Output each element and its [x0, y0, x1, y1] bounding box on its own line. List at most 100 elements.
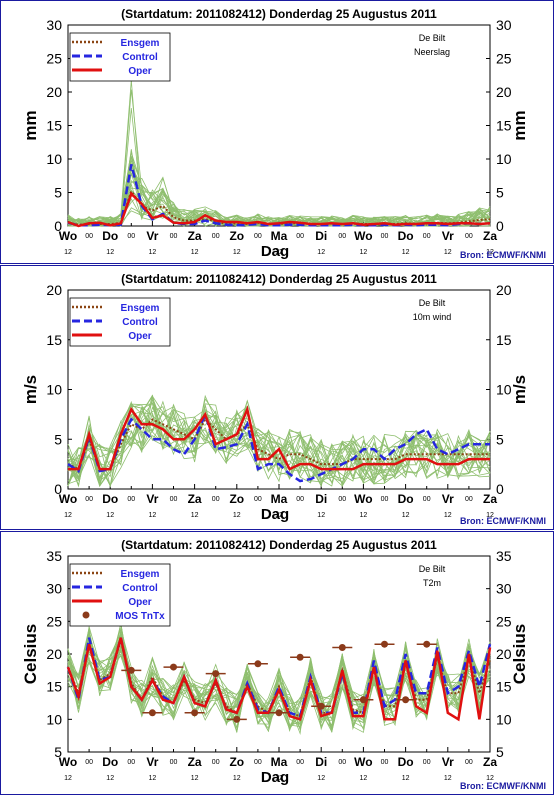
mos-tntx-point	[402, 696, 410, 704]
x-hour-label: 12	[360, 775, 368, 782]
x-hour-label: 00	[381, 759, 389, 766]
x-hour-label: 00	[296, 233, 304, 240]
x-hour-label: 12	[64, 512, 72, 519]
x-hour-label: 00	[465, 496, 473, 503]
mos-tntx-point	[127, 666, 135, 674]
x-day-label: Do	[102, 492, 118, 506]
x-hour-label: 00	[465, 759, 473, 766]
x-hour-label: 00	[254, 759, 262, 766]
mos-tntx-point	[381, 640, 388, 648]
x-hour-label: 00	[127, 759, 135, 766]
ensemble-member-line	[67, 418, 491, 487]
ensemble-members	[67, 623, 491, 735]
x-day-label: Ma	[271, 755, 288, 769]
mos-tntx-point	[275, 709, 283, 717]
mos-tntx-point	[233, 715, 241, 723]
x-day-label: Do	[398, 492, 414, 506]
x-day-label: Vr	[442, 229, 454, 243]
x-hour-label: 12	[317, 249, 325, 256]
x-day-label: Zo	[229, 229, 244, 243]
y-tick-label-left: 30	[46, 581, 62, 597]
y-tick-label-right: 10	[496, 711, 512, 727]
x-day-label: Wo	[59, 755, 77, 769]
legend-label: Ensgem	[121, 569, 160, 580]
x-hour-label: 00	[465, 233, 473, 240]
x-hour-label: 12	[360, 249, 368, 256]
y-tick-label-left: 10	[46, 151, 62, 167]
y-tick-label-right: 5	[496, 185, 504, 201]
x-hour-label: 00	[423, 496, 431, 503]
series-line-ensgem	[67, 417, 490, 471]
x-axis-label: Dag	[261, 769, 289, 786]
x-hour-label: 12	[444, 512, 452, 519]
x-hour-label: 00	[254, 233, 262, 240]
x-hour-label: 00	[170, 496, 178, 503]
y-tick-label-right: 5	[496, 744, 504, 760]
y-tick-label-left: 20	[46, 646, 62, 662]
x-hour-label: 12	[317, 512, 325, 519]
x-hour-label: 12	[191, 249, 199, 256]
mos-tntx-markers	[121, 640, 437, 723]
legend-label: Control	[122, 52, 158, 63]
ensemble-member-line	[67, 404, 491, 485]
legend-label: Ensgem	[121, 38, 160, 49]
x-day-label: Wo	[59, 492, 77, 506]
x-day-label: Za	[188, 229, 202, 243]
y-axis-label-left: Celsius	[21, 624, 40, 684]
y-tick-label-right: 15	[496, 118, 512, 134]
mos-tntx-point	[254, 660, 262, 668]
location-label: De Bilt	[419, 298, 446, 308]
mos-tntx-point	[212, 670, 220, 678]
x-hour-label: 12	[191, 512, 199, 519]
x-day-label: Wo	[354, 492, 372, 506]
location-label: De Bilt	[419, 564, 446, 574]
y-tick-label-right: 20	[496, 646, 512, 662]
series-line-control	[67, 410, 490, 483]
x-day-label: Za	[483, 492, 497, 506]
legend-label: Ensgem	[121, 303, 160, 314]
x-hour-label: 00	[381, 233, 389, 240]
x-hour-label: 12	[275, 249, 283, 256]
variable-label: Neerslag	[414, 47, 450, 57]
series-line-control	[67, 164, 491, 227]
ensemble-member-line	[67, 631, 491, 730]
y-tick-label-left: 35	[46, 548, 62, 564]
y-tick-label-right: 5	[496, 431, 504, 447]
x-day-label: Vr	[146, 755, 158, 769]
y-tick-label-right: 15	[496, 332, 512, 348]
ensemble-member-line	[67, 636, 491, 727]
y-tick-label-right: 0	[496, 481, 504, 497]
y-tick-label-right: 35	[496, 548, 512, 564]
y-axis-label-right: mm	[510, 110, 529, 140]
source-label: Bron: ECMWF/KNMI	[460, 250, 546, 260]
x-day-label: Wo	[354, 755, 372, 769]
x-hour-label: 12	[402, 775, 410, 782]
panel-2: (Startdatum: 2011082412) Donderdag 25 Au…	[0, 265, 554, 530]
mos-tntx-point	[338, 643, 346, 651]
ensemble-member-line	[67, 395, 491, 488]
series-line-oper	[67, 191, 491, 228]
legend: Ensgem Control Oper	[69, 32, 171, 82]
x-hour-label: 00	[296, 496, 304, 503]
x-hour-label: 12	[486, 775, 494, 782]
legend-label: MOS TnTx	[115, 611, 165, 622]
chart-title: (Startdatum: 2011082412) Donderdag 25 Au…	[121, 538, 437, 552]
x-day-label: Di	[315, 492, 327, 506]
y-axis-label-right: m/s	[510, 375, 529, 404]
x-axis-label: Dag	[261, 506, 289, 523]
x-hour-label: 12	[275, 512, 283, 519]
x-hour-label: 00	[212, 496, 220, 503]
y-tick-label-left: 20	[46, 84, 62, 100]
x-hour-label: 12	[402, 512, 410, 519]
x-hour-label: 00	[85, 496, 93, 503]
x-hour-label: 12	[360, 512, 368, 519]
x-day-label: Za	[188, 492, 202, 506]
y-tick-label-left: 10	[46, 382, 62, 398]
y-tick-label-right: 15	[496, 679, 512, 695]
mos-tntx-point	[191, 709, 199, 717]
y-tick-label-right: 20	[496, 282, 512, 298]
y-tick-label-right: 30	[496, 581, 512, 597]
x-hour-label: 12	[233, 512, 241, 519]
x-day-label: Ma	[271, 492, 288, 506]
y-tick-label-right: 30	[496, 17, 512, 33]
